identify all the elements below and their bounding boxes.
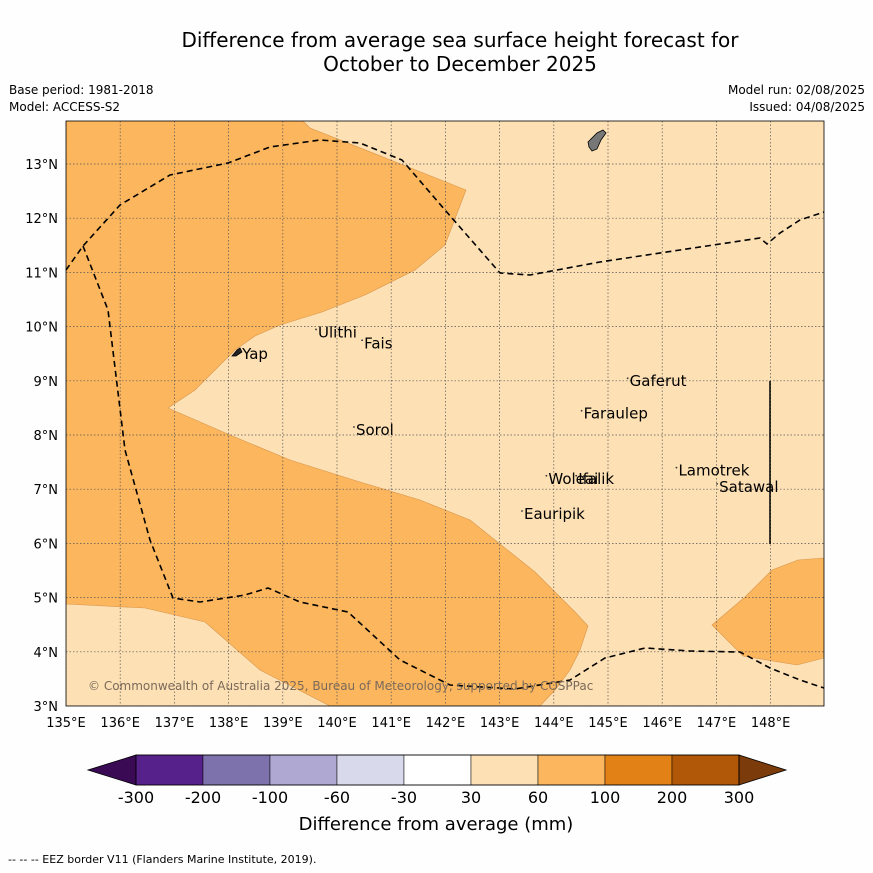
place-label: Yap bbox=[241, 345, 268, 363]
lat-tick-label: 12°N bbox=[25, 212, 58, 227]
lon-tick-label: 148°E bbox=[751, 716, 791, 731]
colorbar-tick-label: 300 bbox=[724, 788, 755, 807]
lon-tick-label: 139°E bbox=[263, 716, 303, 731]
place-label: Gaferut bbox=[630, 372, 687, 390]
place-label: Woleai bbox=[548, 470, 598, 488]
lon-gridlines bbox=[66, 121, 771, 706]
colorbar-segment bbox=[671, 754, 740, 786]
lat-tick-label: 4°N bbox=[34, 646, 59, 661]
lon-tick-label: 145°E bbox=[588, 716, 628, 731]
map-panel: Yap Ulithi Fais Sorol Gaferut Faraulep WoleaiI… bbox=[66, 121, 824, 706]
lon-tick-label: 136°E bbox=[100, 716, 140, 731]
lon-tick-labels: 135°E 136°E 137°E 138°E 139°E 140°E 141°E 142°E… bbox=[46, 716, 790, 731]
place-label: Faraulep bbox=[584, 405, 648, 423]
eez-border-north bbox=[66, 139, 824, 276]
anomaly-region-southeast bbox=[711, 557, 824, 666]
place-marker bbox=[521, 510, 523, 512]
colorbar-segment bbox=[537, 754, 606, 786]
colorbar-tick-label: -300 bbox=[118, 788, 154, 807]
place-marker bbox=[353, 426, 355, 428]
place-label: Satawal bbox=[719, 478, 778, 496]
lon-tick-label: 135°E bbox=[46, 716, 86, 731]
colorbar-low-extension bbox=[86, 754, 137, 786]
lon-tick-label: 142°E bbox=[426, 716, 466, 731]
place-marker bbox=[626, 377, 629, 380]
model-run: Model run: 02/08/2025 bbox=[727, 83, 865, 97]
base-period: Base period: 1981-2018 bbox=[9, 83, 154, 97]
place-marker bbox=[580, 409, 583, 412]
lat-tick-label: 13°N bbox=[25, 158, 58, 173]
eez-footnote: -- -- -- EEZ border V11 (Flanders Marine… bbox=[8, 853, 317, 866]
lat-tick-label: 8°N bbox=[34, 429, 59, 444]
colorbar-tick-label: 200 bbox=[657, 788, 688, 807]
issued-date: Issued: 04/08/2025 bbox=[749, 100, 865, 114]
place-label: Lamotrek bbox=[678, 462, 749, 480]
colorbar-segment bbox=[470, 754, 539, 786]
lat-tick-label: 10°N bbox=[25, 321, 58, 336]
lat-gridlines bbox=[66, 163, 824, 706]
lon-tick-label: 147°E bbox=[697, 716, 737, 731]
colorbar-tick-label: 30 bbox=[461, 788, 481, 807]
eez-border-yap bbox=[82, 245, 824, 690]
place-marker bbox=[675, 466, 678, 469]
colorbar-tick-label: 100 bbox=[590, 788, 621, 807]
place-marker bbox=[716, 483, 719, 485]
map-frame bbox=[65, 120, 825, 707]
place-marker bbox=[545, 474, 548, 477]
lat-tick-label: 5°N bbox=[34, 592, 59, 607]
colorbar-segment bbox=[604, 754, 673, 786]
colorbar-segment bbox=[403, 754, 472, 786]
colorbar-segment bbox=[269, 754, 338, 786]
colorbar-tick-label: 60 bbox=[528, 788, 548, 807]
colorbar-title: Difference from average (mm) bbox=[299, 814, 574, 835]
place-marker bbox=[575, 474, 578, 477]
yap-island bbox=[231, 347, 243, 357]
lat-tick-label: 6°N bbox=[34, 537, 59, 552]
lat-tick-label: 9°N bbox=[34, 375, 59, 390]
colorbar-segment bbox=[336, 754, 405, 786]
lon-tick-label: 144°E bbox=[534, 716, 574, 731]
lat-tick-labels: 3°N 4°N 5°N 6°N 7°N 8°N 9°N 10°N 11°N 12°N 13°N bbox=[25, 158, 58, 715]
model-name: Model: ACCESS-S2 bbox=[9, 100, 121, 114]
colorbar-tick-label: -100 bbox=[252, 788, 288, 807]
map-title-line1: Difference from average sea surface heig… bbox=[181, 28, 739, 52]
place-labels: Yap Ulithi Fais Sorol Gaferut Faraulep WoleaiI… bbox=[239, 323, 779, 523]
colorbar-segment bbox=[135, 754, 204, 786]
place-label: Fais bbox=[364, 334, 393, 352]
colorbar-tick-label: -30 bbox=[391, 788, 417, 807]
lon-tick-label: 138°E bbox=[209, 716, 249, 731]
lon-tick-label: 140°E bbox=[317, 716, 357, 731]
lat-tick-label: 11°N bbox=[25, 266, 58, 281]
colorbar-outline bbox=[135, 754, 740, 786]
lon-tick-label: 141°E bbox=[371, 716, 411, 731]
copyright-text: © Commonwealth of Australia 2025, Bureau… bbox=[88, 679, 593, 693]
colorbar-high-extension bbox=[738, 754, 788, 786]
lat-tick-label: 7°N bbox=[34, 483, 59, 498]
place-marker bbox=[239, 350, 242, 353]
colorbar-tick-label: -60 bbox=[324, 788, 350, 807]
anomaly-region-west bbox=[66, 121, 589, 706]
place-marker bbox=[361, 339, 363, 342]
lon-tick-label: 137°E bbox=[155, 716, 195, 731]
colorbar bbox=[86, 754, 788, 786]
colorbar-segment bbox=[202, 754, 271, 786]
place-label: Ulithi bbox=[318, 323, 357, 341]
colorbar-tick-labels: -300 -200 -100 -60 -30 30 60 100 200 300 bbox=[118, 788, 754, 807]
lon-tick-label: 143°E bbox=[480, 716, 520, 731]
colorbar-tick-label: -200 bbox=[185, 788, 221, 807]
lon-tick-label: 146°E bbox=[642, 716, 682, 731]
place-label: Ifalik bbox=[578, 470, 614, 488]
place-marker bbox=[315, 328, 317, 331]
place-label: Sorol bbox=[356, 421, 394, 439]
place-label: Eauripik bbox=[524, 505, 585, 523]
lat-tick-label: 3°N bbox=[34, 700, 59, 715]
map-title-line2: October to December 2025 bbox=[323, 52, 597, 76]
guam-island bbox=[587, 129, 607, 152]
